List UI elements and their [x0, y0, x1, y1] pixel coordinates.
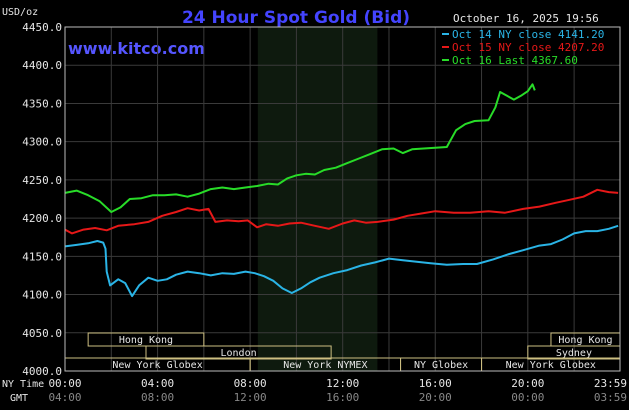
y-tick-label: 4050.0	[22, 327, 62, 340]
x-tick-label-gmt: 00:00	[511, 391, 544, 404]
y-axis-label: USD/oz	[2, 7, 38, 18]
series-line-2	[64, 188, 619, 235]
x-tick-label-gmt: 12:00	[234, 391, 267, 404]
session-label: New York Globex	[112, 360, 202, 371]
y-tick-label: 4150.0	[22, 250, 62, 263]
session-label: New York NYMEX	[283, 360, 367, 371]
x-tick-label-gmt: 20:00	[419, 391, 452, 404]
legend-entry: Oct 15 NY close 4207.20	[452, 41, 604, 54]
y-tick-label: 4300.0	[22, 136, 62, 149]
session-label: Hong Kong	[558, 335, 612, 346]
x-tick-label-ny: 20:00	[511, 377, 544, 390]
session-label: Hong Kong	[119, 335, 173, 346]
x-tick-label-ny: 16:00	[419, 377, 452, 390]
x-tick-label-ny: 23:59	[594, 377, 627, 390]
series-line-1	[64, 224, 619, 298]
nymex-session-shade	[257, 27, 378, 371]
x-tick-label-gmt: 08:00	[141, 391, 174, 404]
y-tick-label: 4100.0	[22, 289, 62, 302]
chart-title: 24 Hour Spot Gold (Bid)	[182, 8, 410, 28]
session-label: Sydney	[556, 348, 592, 359]
y-tick-label: 4400.0	[22, 59, 62, 72]
x-tick-label-gmt: 04:00	[48, 391, 81, 404]
y-tick-label: 4000.0	[22, 365, 62, 378]
series-line-3	[64, 83, 536, 213]
legend-entry: Oct 14 NY close 4141.20	[452, 28, 604, 41]
y-tick-label: 4250.0	[22, 174, 62, 187]
session-label: NY Globex	[414, 360, 468, 371]
x-tick-label-ny: 04:00	[141, 377, 174, 390]
x-tick-label-ny: 12:00	[326, 377, 359, 390]
x-tick-label-ny: 08:00	[234, 377, 267, 390]
x-tick-label-gmt: 16:00	[326, 391, 359, 404]
y-tick-label: 4350.0	[22, 97, 62, 110]
y-tick-label: 4200.0	[22, 212, 62, 225]
session-label: London	[220, 348, 256, 359]
session-bar	[145, 345, 332, 360]
gmt-label: GMT	[10, 393, 28, 404]
session-label: New York Globex	[506, 360, 596, 371]
site-url[interactable]: www.kitco.com	[68, 39, 205, 58]
x-tick-label-gmt: 03:59	[594, 391, 627, 404]
timestamp: October 16, 2025 19:56	[453, 12, 599, 25]
plot-frame	[64, 26, 621, 372]
legend-entry: Oct 16 Last 4367.60	[452, 54, 578, 67]
x-tick-label-ny: 00:00	[48, 377, 81, 390]
ny-time-label: NY Time	[2, 379, 44, 390]
y-tick-label: 4450.0	[22, 21, 62, 34]
